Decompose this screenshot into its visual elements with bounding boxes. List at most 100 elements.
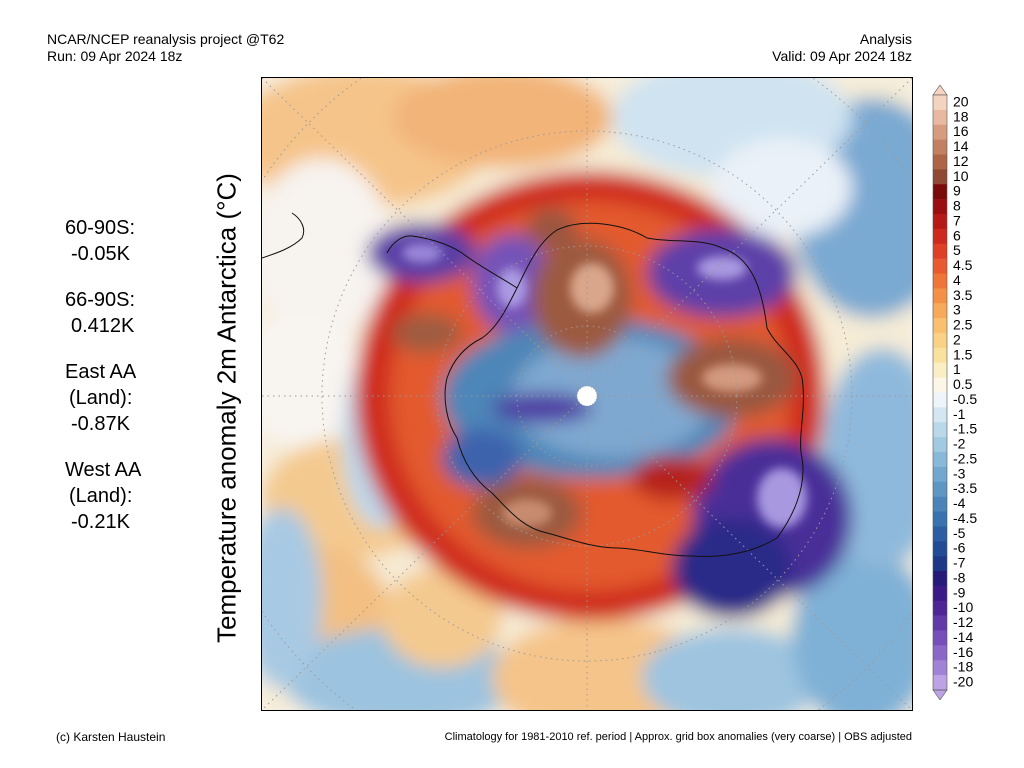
colorbar-swatch (933, 541, 947, 557)
colorbar-tick-label: 7 (953, 212, 961, 228)
colorbar-tick-label: -5 (953, 525, 966, 541)
colorbar-tick-label: 3.5 (953, 287, 973, 303)
colorbar-lower-arrow (932, 689, 948, 701)
stat-60-90s: 60-90S: -0.05K (65, 215, 141, 267)
colorbar-swatch (933, 452, 947, 468)
anomaly-map (261, 77, 913, 711)
colorbar-swatch (933, 199, 947, 215)
colorbar-swatch (933, 630, 947, 646)
colorbar-tick-label: 9 (953, 183, 961, 199)
colorbar-tick-label: -10 (953, 599, 973, 615)
footnote: Climatology for 1981-2010 ref. period | … (444, 731, 912, 743)
colorbar-tick-label: 14 (953, 138, 969, 154)
colorbar-tick-label: 4.5 (953, 257, 973, 273)
colorbar-swatch (933, 466, 947, 483)
map-title: Temperature anomaly 2m Antarctica (°C) (211, 173, 242, 643)
colorbar-tick-label: 0.5 (953, 376, 973, 392)
colorbar-swatch (933, 214, 947, 230)
colorbar-swatch (933, 109, 947, 126)
colorbar-swatch (933, 392, 947, 408)
antarctic-peninsula (386, 235, 518, 289)
model-title: NCAR/NCEP reanalysis project @T62 (47, 31, 285, 47)
colorbar-swatch (933, 481, 947, 497)
colorbar-swatch (933, 95, 947, 111)
colorbar-tick-label: 1 (953, 361, 961, 377)
colorbar-tick-label: -0.5 (953, 391, 977, 407)
anomaly-map-svg (262, 78, 912, 710)
pole-marker (576, 385, 598, 407)
stat-value: 0.412K (71, 315, 135, 337)
colorbar-tick-label: 6 (953, 227, 961, 243)
colorbar-tick-label: -1 (953, 406, 966, 422)
colorbar-swatch (933, 496, 947, 512)
header-left: NCAR/NCEP reanalysis project @T62 Run: 0… (47, 31, 284, 65)
stat-value: -0.87K (71, 413, 130, 435)
south-america-coast (262, 212, 305, 259)
colorbar-tick-label: -20 (953, 674, 973, 690)
colorbar-swatch (933, 660, 947, 676)
colorbar-swatch (933, 615, 947, 631)
stat-label: 66-90S: (65, 289, 136, 311)
stat-value: -0.21K (71, 511, 130, 533)
colorbar-tick-label: -9 (953, 584, 966, 600)
colorbar-tick-label: 12 (953, 153, 969, 169)
stat-east-aa: East AA (Land): -0.87K (65, 359, 141, 437)
stats-panel: 60-90S: -0.05K 66-90S: 0.412K East AA (L… (65, 215, 141, 555)
colorbar-swatch (933, 139, 947, 155)
anomaly-highlights (402, 243, 807, 528)
colorbar-tick-label: -2.5 (953, 450, 977, 466)
colorbar-swatch (933, 288, 947, 304)
stat-label-2: (Land): (69, 387, 133, 409)
colorbar-tick-label: 16 (953, 123, 969, 139)
colorbar-tick-label: 10 (953, 168, 969, 184)
colorbar-swatch (933, 645, 947, 661)
colorbar-tick-label: -16 (953, 644, 973, 660)
antarctica-coastline (444, 222, 804, 557)
colorbar-tick-label: -8 (953, 569, 966, 585)
colorbar-swatch (933, 526, 947, 542)
colorbar-tick-label: 20 (953, 93, 969, 109)
colorbar: 20 18 16 14 12 10 9 8 7 6 5 4.5 4 3.5 3 2.5 2 1.5 1 0.5 -0.5… (930, 84, 1010, 701)
colorbar-tick-label: 2.5 (953, 317, 973, 333)
anomaly-field (262, 78, 912, 710)
colorbar-swatch (933, 154, 947, 170)
colorbar-swatch (933, 407, 947, 423)
colorbar-tick-label: 2 (953, 331, 961, 347)
colorbar-swatch (933, 124, 947, 140)
stat-value: -0.05K (71, 243, 130, 265)
colorbar-tick-label: -3 (953, 465, 966, 481)
colorbar-swatch (933, 377, 947, 393)
copyright: (c) Karsten Haustein (56, 730, 166, 744)
colorbar-tick-label: -3.5 (953, 480, 977, 496)
colorbar-swatch (933, 258, 947, 274)
colorbar-tick-label: -18 (953, 659, 973, 675)
stat-label-2: (Land): (69, 485, 133, 507)
colorbar-swatch (933, 675, 947, 691)
colorbar-swatch (933, 600, 947, 616)
colorbar-swatch (933, 511, 947, 527)
colorbar-tick-label: -6 (953, 540, 966, 556)
stat-66-90s: 66-90S: 0.412K (65, 287, 141, 339)
colorbar-swatch (933, 571, 947, 587)
colorbar-swatch (933, 422, 947, 438)
header-right: Analysis Valid: 09 Apr 2024 18z (772, 31, 912, 65)
colorbar-tick-label: -4 (953, 495, 966, 511)
colorbar-swatch (933, 556, 947, 572)
colorbar-tick-label: 5 (953, 242, 961, 258)
colorbar-tick-label: -2 (953, 436, 966, 452)
stat-label: East AA (65, 361, 137, 383)
run-time: Run: 09 Apr 2024 18z (47, 48, 183, 64)
colorbar-swatch (933, 437, 947, 453)
colorbar-swatch (933, 273, 947, 289)
colorbar-tick-label: 8 (953, 198, 961, 214)
colorbar-swatch (933, 243, 947, 259)
valid-time: Valid: 09 Apr 2024 18z (772, 48, 912, 64)
colorbar-swatch (933, 333, 947, 349)
colorbar-tick-label: 4 (953, 272, 961, 288)
analysis-label: Analysis (859, 31, 912, 47)
colorbar-swatch (933, 169, 947, 185)
colorbar-swatch (933, 347, 947, 364)
colorbar-tick-label: -12 (953, 614, 973, 630)
colorbar-tick-label: -1.5 (953, 421, 977, 437)
stat-label: West AA (65, 459, 142, 481)
